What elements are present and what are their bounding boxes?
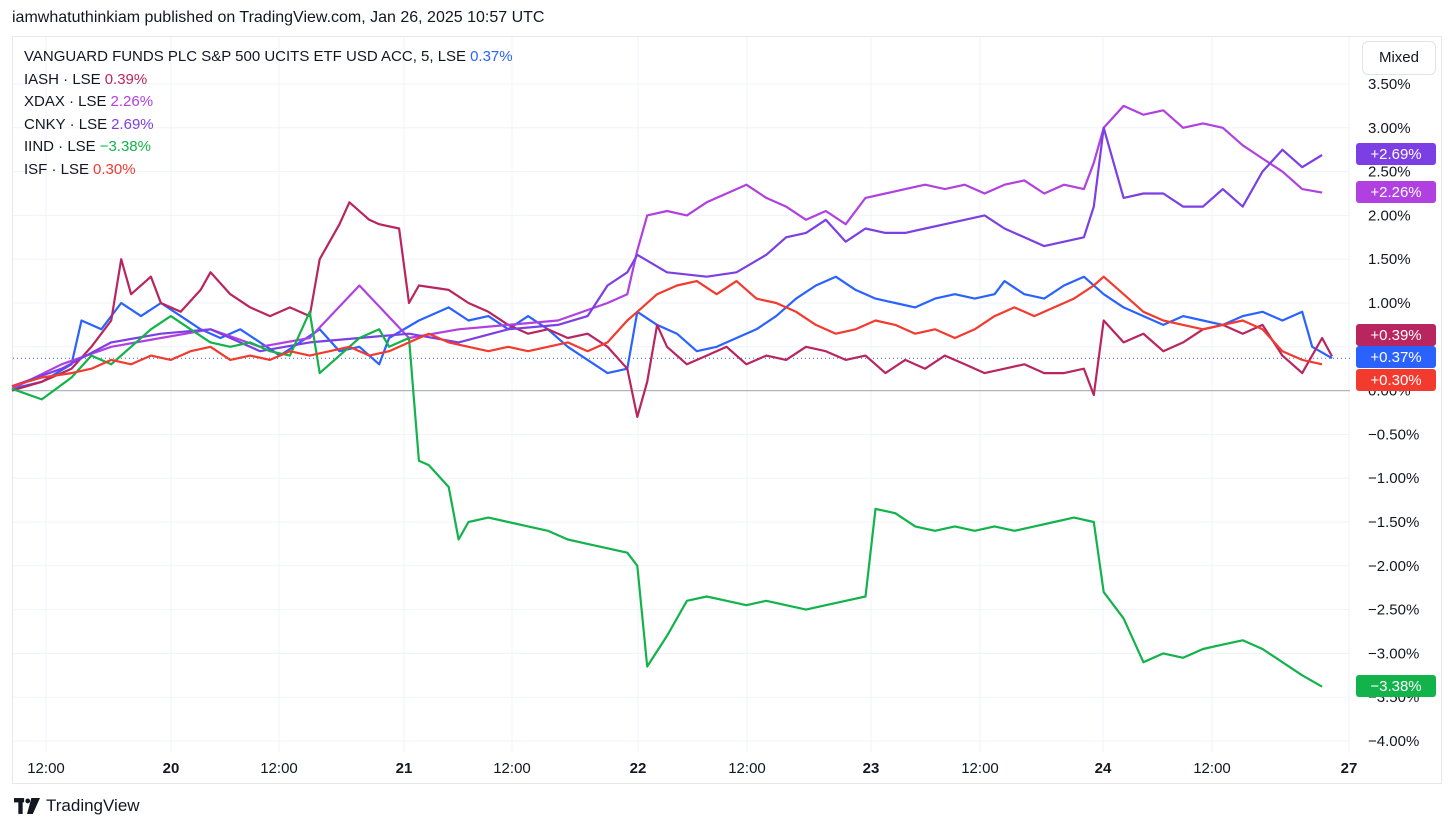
legend-item[interactable]: CNKY · LSE 2.69% <box>24 114 513 137</box>
legend-item[interactable]: XDAX · LSE 2.26% <box>24 91 513 114</box>
tradingview-logo-icon <box>14 798 40 814</box>
chart-frame <box>12 36 1442 784</box>
legend-series-value: 2.26% <box>110 93 154 111</box>
series-line[interactable] <box>11 310 1323 688</box>
y-tick-label: −3.00% <box>1368 645 1419 662</box>
series-line[interactable] <box>11 275 1333 390</box>
y-tick-label: −2.50% <box>1368 602 1419 619</box>
legend-series-value: 0.30% <box>93 160 136 178</box>
x-tick-label: 12:00 <box>961 760 999 777</box>
x-tick-label: 27 <box>1341 760 1358 777</box>
y-tick-label: 3.50% <box>1368 76 1411 93</box>
legend-series-name: IASH · LSE <box>24 70 101 88</box>
y-tick-label: −1.50% <box>1368 514 1419 531</box>
legend-series-value: 0.39% <box>104 70 148 88</box>
legend-series-value: 0.37% <box>470 48 513 65</box>
x-tick-label: 12:00 <box>493 760 531 777</box>
y-tick-label: −1.00% <box>1368 470 1419 487</box>
y-tick-label: −0.50% <box>1368 426 1419 443</box>
legend-item[interactable]: ISF · LSE 0.30% <box>24 159 513 182</box>
series-end-badge <box>1356 369 1436 391</box>
y-tick-label: 1.00% <box>1368 295 1411 312</box>
series-end-label: +2.69% <box>1370 146 1421 163</box>
legend-series-name: XDAX · LSE <box>24 93 107 111</box>
x-tick-label: 24 <box>1095 760 1112 777</box>
chart-legend: VANGUARD FUNDS PLC S&P 500 UCITS ETF USD… <box>24 46 513 182</box>
legend-series-name: ISF · LSE <box>24 160 90 178</box>
x-tick-label: 22 <box>630 760 647 777</box>
x-tick-label: 12:00 <box>728 760 766 777</box>
legend-series-name: CNKY · LSE <box>24 115 108 133</box>
series-end-badge <box>1356 181 1436 203</box>
tradingview-footer[interactable]: TradingView <box>14 796 140 816</box>
x-tick-label: 23 <box>863 760 880 777</box>
legend-series-name: VANGUARD FUNDS PLC S&P 500 UCITS ETF USD… <box>24 48 467 65</box>
publish-header: iamwhatuthinkiam published on TradingVie… <box>12 9 545 26</box>
y-tick-label: 1.50% <box>1368 251 1411 268</box>
legend-item[interactable]: VANGUARD FUNDS PLC S&P 500 UCITS ETF USD… <box>24 46 513 69</box>
legend-series-name: IIND · LSE <box>24 138 96 156</box>
tradingview-brand: TradingView <box>46 796 140 815</box>
legend-series-value: 2.69% <box>111 115 154 133</box>
x-tick-label: 12:00 <box>260 760 298 777</box>
series-end-badge <box>1356 324 1436 346</box>
x-tick-label: 12:00 <box>27 760 65 777</box>
series-line[interactable] <box>11 275 1323 388</box>
y-tick-label: 2.00% <box>1368 207 1411 224</box>
y-tick-label: 3.00% <box>1368 120 1411 137</box>
series-end-badge <box>1356 143 1436 165</box>
series-end-label: −3.38% <box>1370 678 1421 695</box>
scale-mode-button[interactable]: Mixed <box>1362 41 1436 75</box>
x-tick-label: 20 <box>163 760 180 777</box>
legend-item[interactable]: IASH · LSE 0.39% <box>24 69 513 92</box>
series-line[interactable] <box>11 201 1333 418</box>
series-end-label: +0.37% <box>1370 349 1421 366</box>
legend-series-value: −3.38% <box>99 138 151 156</box>
y-tick-label: 2.50% <box>1368 164 1411 181</box>
series-end-label: +0.30% <box>1370 372 1421 389</box>
series-line[interactable] <box>11 126 1323 388</box>
y-tick-label: −2.00% <box>1368 558 1419 575</box>
legend-item[interactable]: IIND · LSE −3.38% <box>24 136 513 159</box>
series-end-badge <box>1356 346 1436 368</box>
series-end-label: +0.39% <box>1370 327 1421 344</box>
series-end-badge <box>1356 675 1436 697</box>
y-tick-label: −4.00% <box>1368 733 1419 750</box>
series-end-label: +2.26% <box>1370 184 1421 201</box>
x-tick-label: 21 <box>396 760 413 777</box>
x-tick-label: 12:00 <box>1193 760 1231 777</box>
